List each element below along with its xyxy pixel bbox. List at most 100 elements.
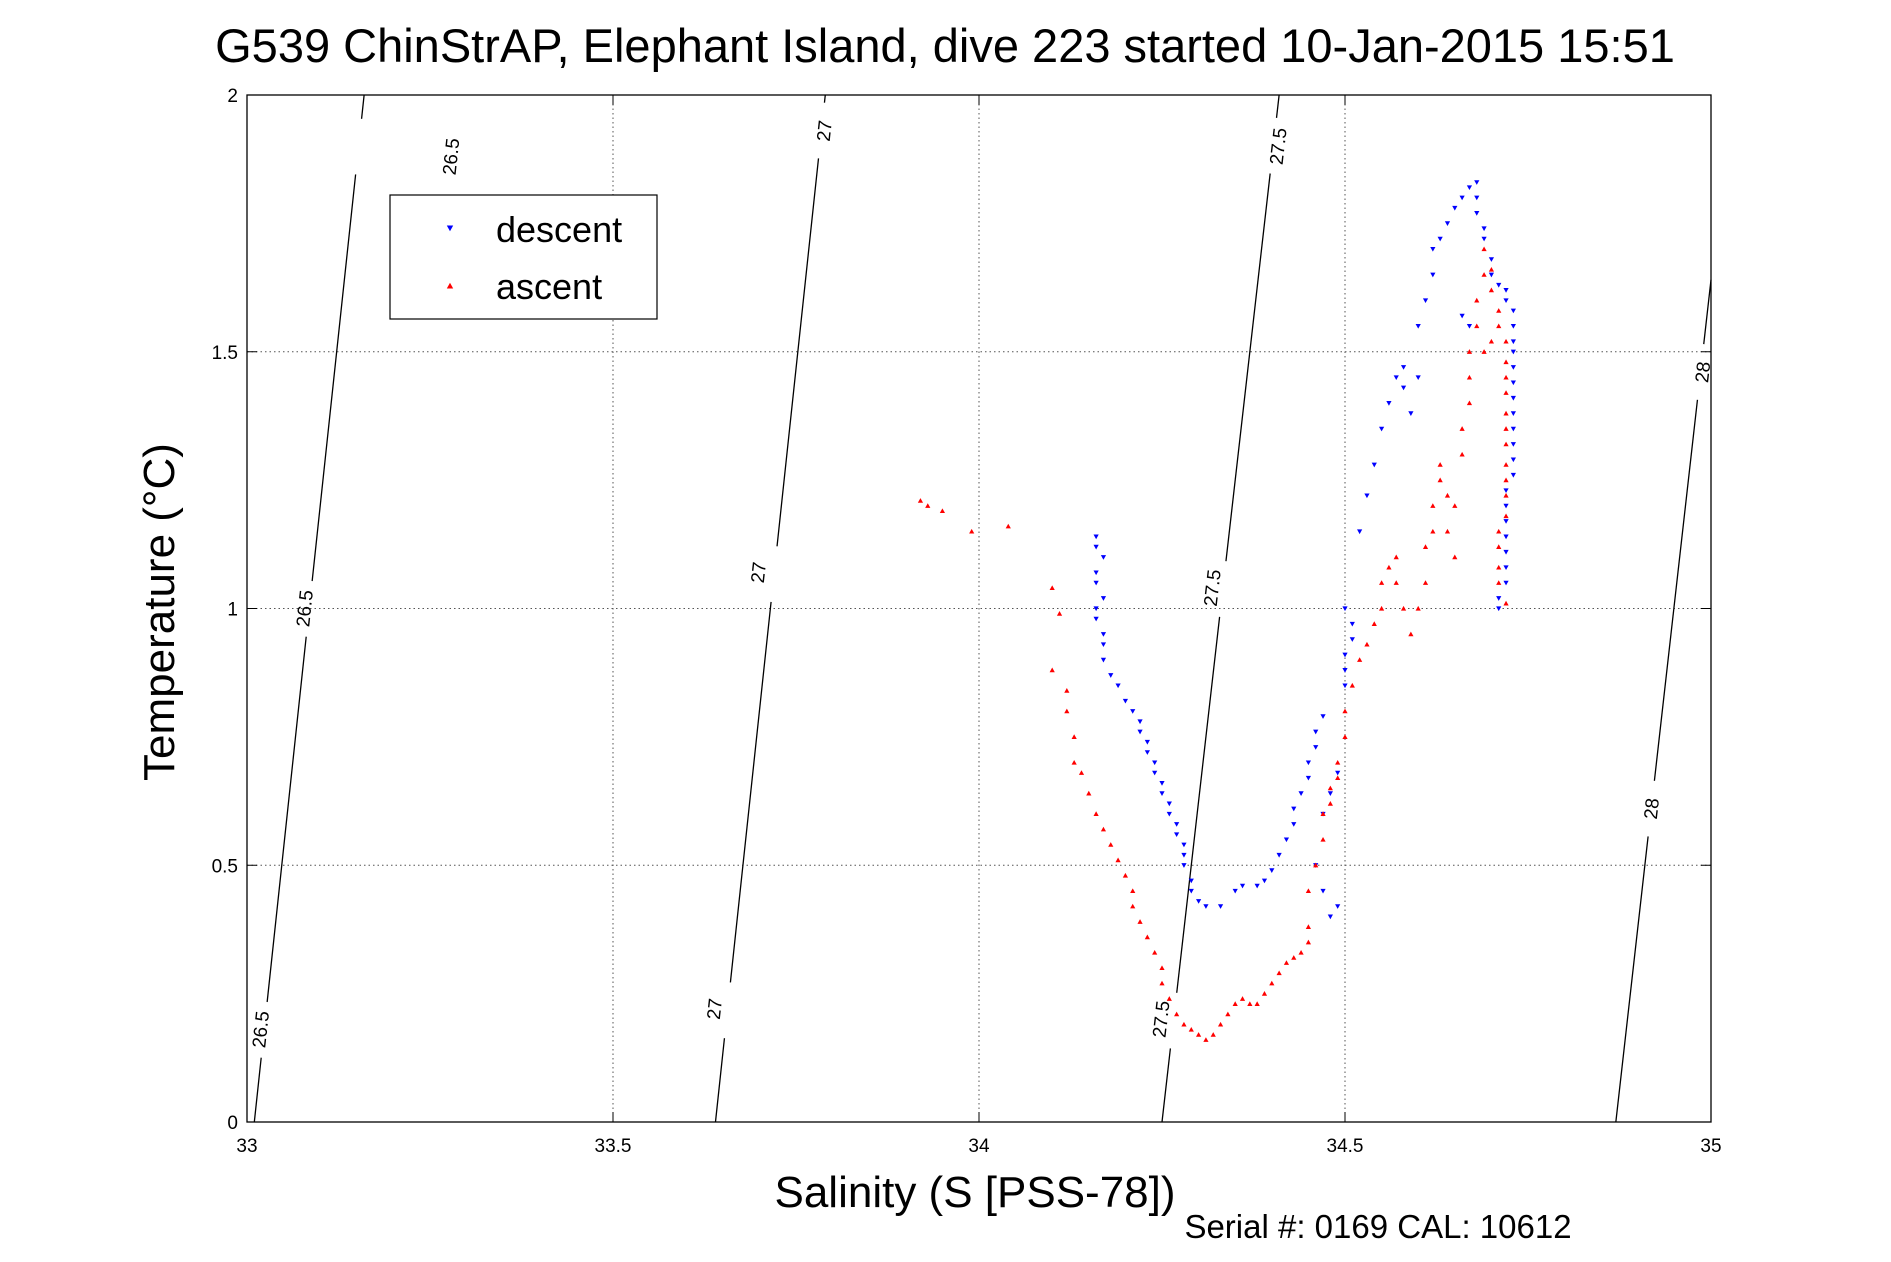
y-tick-label: 1.5: [212, 343, 238, 364]
descent-point: [1093, 616, 1099, 622]
density-contour-line: [729, 601, 772, 983]
descent-point: [1430, 246, 1436, 252]
ascent-point: [1503, 390, 1509, 395]
ascent-point: [1335, 775, 1341, 781]
descent-point: [1510, 365, 1516, 370]
ascent-point: [1503, 492, 1509, 498]
descent-point: [1217, 904, 1224, 909]
descent-point: [1115, 683, 1121, 689]
descent-point: [1320, 714, 1326, 719]
ascent-point: [1503, 513, 1509, 519]
ascent-point: [1086, 790, 1092, 796]
descent-point: [1122, 698, 1128, 704]
density-contour-line: [1703, 279, 1712, 345]
ascent-point: [1064, 688, 1070, 693]
x-tick-label: 35: [1700, 1136, 1721, 1157]
descent-point: [1503, 519, 1509, 524]
ascent-point: [1503, 426, 1509, 431]
descent-point: [1181, 842, 1187, 848]
density-contour-label: 28: [1692, 361, 1715, 384]
ascent-point: [1459, 426, 1465, 431]
density-contour-line: [360, 94, 365, 119]
descent-point: [1496, 606, 1502, 612]
x-axis-label: Salinity (S [PSS-78]): [774, 1168, 1175, 1217]
ascent-point: [1152, 949, 1158, 955]
density-contour-label: 27: [748, 561, 771, 584]
density-contour-label: 27: [814, 119, 837, 142]
ascent-point: [1196, 1032, 1202, 1037]
ascent-point: [1474, 297, 1480, 303]
ascent-point: [939, 508, 945, 514]
descent-point: [1452, 205, 1458, 211]
ascent-point: [1466, 349, 1473, 354]
density-contour-line: [253, 1057, 262, 1123]
legend-box: [389, 194, 658, 320]
descent-point: [1342, 683, 1348, 689]
ascent-point: [1291, 955, 1297, 960]
ascent-point: [1064, 708, 1070, 714]
descent-point: [1305, 760, 1311, 766]
ascent-point: [925, 503, 931, 508]
x-tick-label: 33.5: [595, 1136, 632, 1157]
ascent-point: [1357, 657, 1363, 662]
descent-point: [1481, 236, 1487, 242]
descent-point: [1291, 806, 1297, 812]
ascent-point: [917, 498, 924, 503]
descent-point: [1144, 750, 1150, 755]
descent-point: [1510, 339, 1516, 345]
descent-point: [1422, 298, 1429, 303]
descent-point: [1349, 637, 1355, 642]
ascent-point: [1144, 934, 1150, 940]
ascent-point: [1488, 266, 1494, 272]
ascent-point: [1481, 272, 1487, 277]
descent-point: [1510, 442, 1516, 447]
legend-marker-descent: [446, 225, 454, 232]
descent-point: [1137, 719, 1143, 725]
ascent-point: [1232, 1001, 1238, 1006]
descent-point: [1093, 570, 1099, 576]
density-contour-line: [1161, 1048, 1172, 1123]
descent-point: [1174, 822, 1180, 827]
descent-point: [1430, 272, 1436, 278]
descent-point: [1503, 298, 1509, 303]
legend-marker-shape: [446, 282, 454, 289]
descent-point: [1100, 657, 1107, 663]
ascent-point: [1452, 554, 1458, 560]
ascent-point: [1247, 1001, 1253, 1006]
density-contour-line: [1615, 836, 1649, 1123]
ascent-point: [1466, 400, 1473, 406]
chart-title: G539 ChinStrAP, Elephant Island, dive 22…: [215, 19, 1675, 72]
ascent-point: [1005, 523, 1011, 529]
descent-point: [1342, 652, 1348, 658]
density-contour-line: [311, 174, 357, 582]
ascent-point: [1313, 862, 1319, 868]
ascent-point: [1503, 477, 1509, 483]
descent-point: [1510, 426, 1516, 432]
ascent-point: [1386, 564, 1392, 570]
ascent-point: [1342, 708, 1348, 714]
ascent-point: [1444, 492, 1451, 498]
descent-point: [1188, 888, 1194, 894]
descent-point: [1459, 195, 1465, 201]
ascent-point: [1320, 811, 1326, 816]
density-contour-label: 27.5: [1267, 127, 1292, 166]
descent-point: [1100, 642, 1107, 648]
descent-point: [1313, 729, 1319, 735]
descent-point: [1291, 822, 1297, 827]
legend-marker-ascent: [446, 282, 454, 289]
descent-point: [1342, 606, 1348, 612]
ascent-point: [1379, 580, 1385, 585]
descent-point: [1400, 365, 1407, 370]
legend-marker-shape: [446, 225, 454, 232]
density-contour-label: 27.5: [1149, 1000, 1174, 1039]
density-contour-label: 26.5: [440, 137, 465, 176]
descent-point: [1437, 236, 1443, 242]
descent-point: [1503, 288, 1509, 293]
descent-point: [1466, 185, 1473, 191]
descent-point: [1305, 775, 1311, 781]
descent-point: [1093, 580, 1099, 586]
ascent-point: [1437, 477, 1443, 483]
descent-point: [1100, 555, 1107, 560]
descent-point: [1298, 791, 1304, 796]
density-contour-line: [266, 636, 307, 1003]
